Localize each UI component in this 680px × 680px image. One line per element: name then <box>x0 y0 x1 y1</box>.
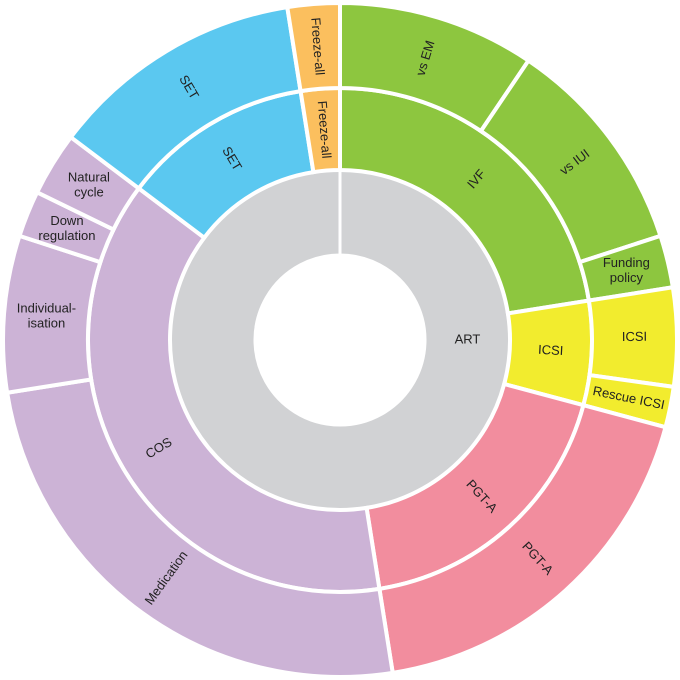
outer-segment <box>284 0 342 94</box>
segment-label: ART <box>455 331 481 346</box>
outer-segment <box>4 377 396 679</box>
segment-label: ICSI <box>622 329 647 344</box>
segment-label: Freeze-all <box>315 100 334 159</box>
segment-label: Funding policy <box>603 255 650 285</box>
segment-label: Freeze-all <box>308 17 327 76</box>
segment-label: Down regulation <box>38 214 95 244</box>
segment-label: Individual-isation <box>17 301 76 331</box>
segment-label: ICSI <box>538 342 564 358</box>
segment-label: Natural cycle <box>68 170 110 200</box>
